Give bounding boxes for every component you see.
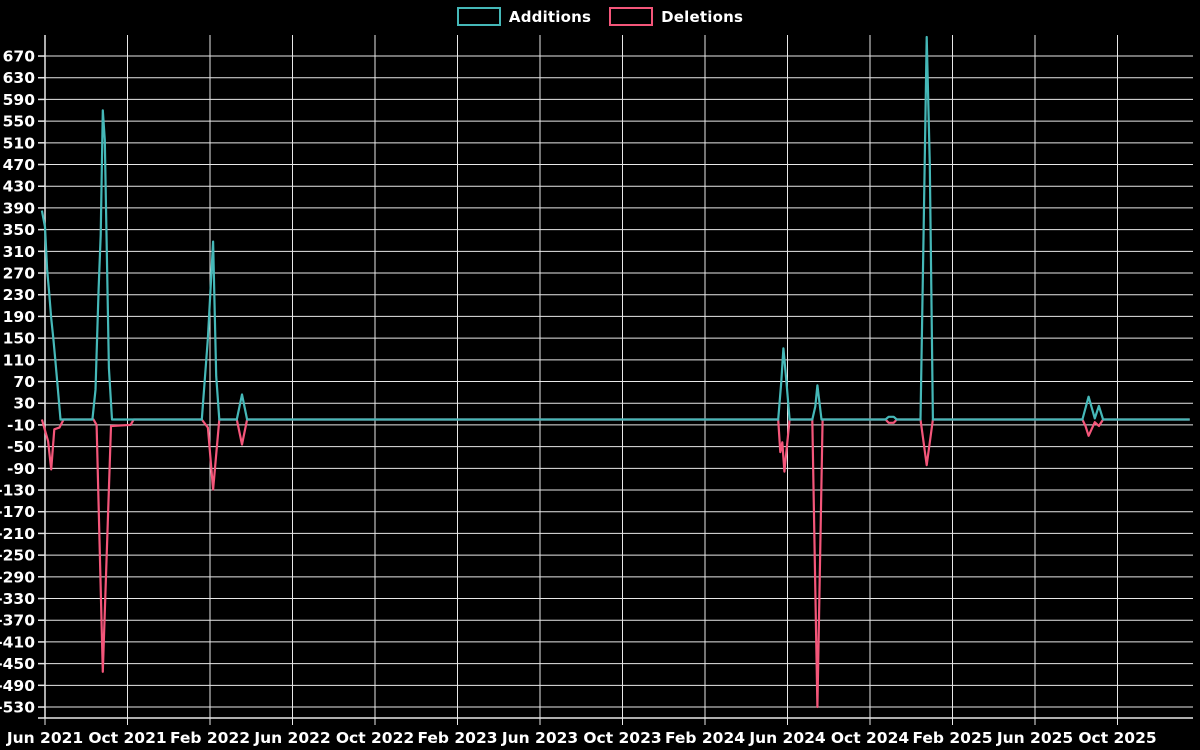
y-tick-label: 670	[3, 48, 36, 66]
y-tick-label: 390	[3, 199, 36, 217]
x-tick-label: Feb 2023	[417, 729, 497, 747]
x-tick-label: Jun 2023	[501, 729, 578, 747]
y-tick-label: 350	[3, 221, 36, 239]
y-tick-label: 310	[3, 243, 36, 261]
additions-swatch-icon	[456, 7, 501, 26]
y-tick-label: 630	[3, 69, 36, 87]
x-tick-label: Feb 2024	[665, 729, 745, 747]
x-tick-label: Oct 2023	[583, 729, 661, 747]
chart-legend: Additions Deletions	[0, 7, 1200, 26]
y-tick-label: 190	[3, 308, 36, 326]
deletions-swatch-icon	[609, 7, 654, 26]
y-tick-label: -530	[0, 699, 35, 717]
y-tick-label: -170	[0, 503, 35, 521]
y-tick-label: -10	[7, 416, 35, 434]
y-tick-label: 150	[3, 330, 36, 348]
x-tick-label: Oct 2025	[1078, 729, 1156, 747]
y-tick-label: -50	[7, 438, 35, 456]
legend-label-deletions: Deletions	[661, 7, 744, 26]
y-tick-label: 270	[3, 265, 36, 283]
y-tick-label: 230	[3, 286, 36, 304]
x-tick-label: Feb 2022	[170, 729, 250, 747]
y-tick-label: -450	[0, 655, 35, 673]
legend-label-additions: Additions	[508, 7, 592, 26]
x-tick-label: Jun 2022	[253, 729, 330, 747]
y-tick-label: 70	[13, 373, 35, 391]
x-tick-label: Jun 2025	[996, 729, 1073, 747]
legend-item-deletions[interactable]: Deletions	[609, 7, 743, 26]
y-tick-label: 590	[3, 91, 36, 109]
x-tick-label: Feb 2025	[912, 729, 992, 747]
y-tick-label: -410	[0, 633, 35, 651]
y-tick-label: -330	[0, 590, 35, 608]
y-tick-label: 470	[3, 156, 36, 174]
y-tick-label: -250	[0, 547, 35, 565]
y-tick-label: 550	[3, 113, 36, 131]
additions-line	[40, 35, 1190, 421]
y-tick-label: 110	[3, 351, 36, 369]
y-tick-label: -130	[0, 482, 35, 500]
legend-item-additions[interactable]: Additions	[456, 7, 592, 26]
x-tick-label: Jun 2021	[6, 729, 83, 747]
y-tick-label: 30	[13, 395, 35, 413]
y-tick-label: 430	[3, 178, 36, 196]
x-tick-label: Jun 2024	[748, 729, 826, 747]
x-tick-label: Oct 2021	[88, 729, 166, 747]
y-tick-label: -210	[0, 525, 35, 543]
y-tick-label: 510	[3, 134, 36, 152]
x-tick-label: Oct 2024	[831, 729, 910, 747]
y-tick-label: -370	[0, 612, 35, 630]
x-tick-label: Oct 2022	[336, 729, 414, 747]
y-tick-label: -490	[0, 677, 35, 695]
y-tick-label: -290	[0, 568, 35, 586]
y-tick-label: -90	[7, 460, 35, 478]
